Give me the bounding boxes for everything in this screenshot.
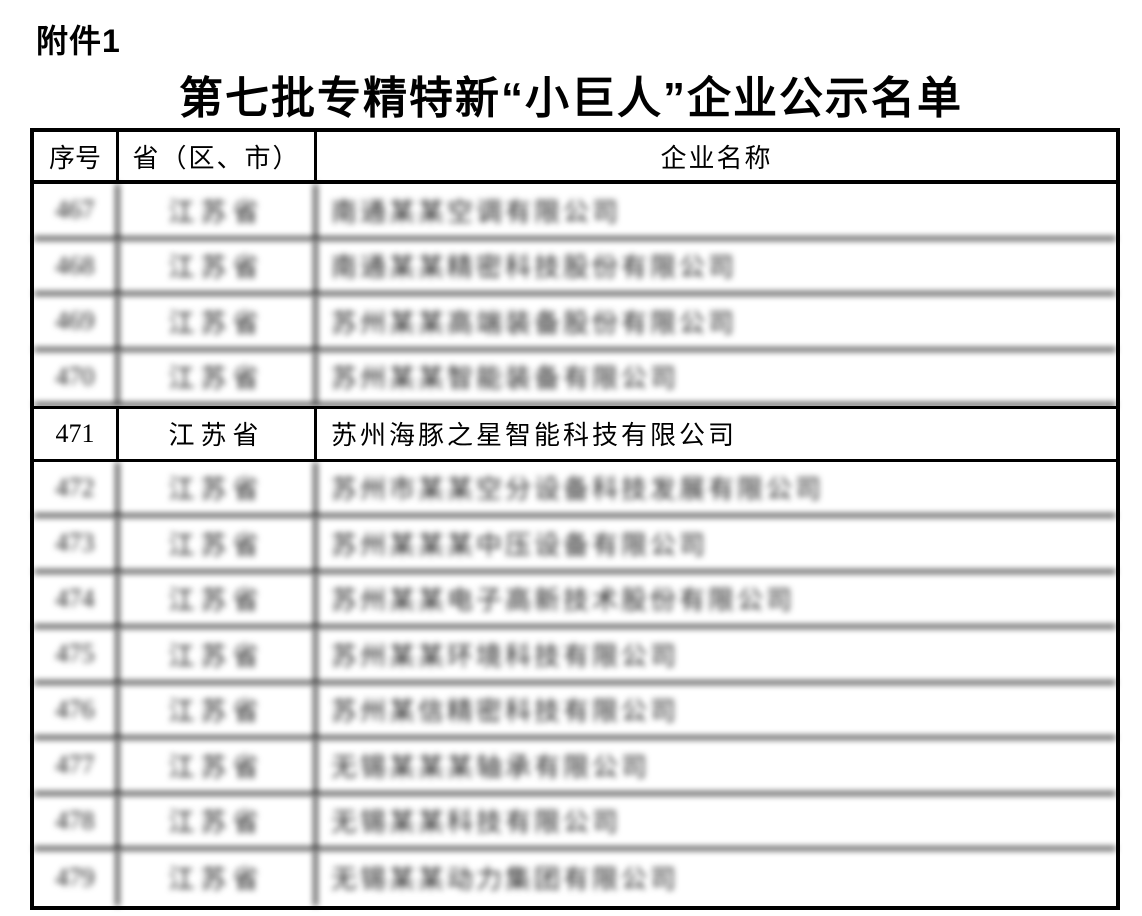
table-row: 473 江苏省 苏州某某某中压设备有限公司	[34, 517, 1116, 573]
cell-company: 无锡某某动力集团有限公司	[331, 865, 680, 895]
cell-province: 江苏省	[119, 409, 317, 459]
cell-serial: 473	[34, 517, 119, 570]
cell-company: 苏州某信精密科技有限公司	[331, 697, 680, 727]
cell-company: 苏州某某电子高新技术股份有限公司	[331, 586, 796, 616]
cell-serial: 477	[34, 739, 119, 792]
table-row: 474 江苏省 苏州某某电子高新技术股份有限公司	[34, 572, 1116, 628]
page-title: 第七批专精特新“小巨人”企业公示名单	[179, 74, 963, 123]
cell-company: 苏州某某智能装备有限公司	[331, 364, 680, 394]
header-cell-serial: 序号	[34, 132, 119, 180]
cell-company: 南通某某空调有限公司	[331, 197, 622, 227]
cell-company: 苏州海豚之星智能科技有限公司	[331, 421, 738, 451]
table-row: 468 江苏省 南通某某精密科技股份有限公司	[34, 239, 1116, 295]
cell-company: 苏州市某某空分设备科技发展有限公司	[331, 475, 825, 505]
cell-serial: 475	[34, 628, 119, 681]
table-row: 477 江苏省 无锡某某某轴承有限公司	[34, 739, 1116, 795]
cell-company: 无锡某某科技有限公司	[331, 808, 622, 838]
table-row: 471 江苏省 苏州海豚之星智能科技有限公司	[34, 406, 1116, 462]
cell-company: 苏州某某环境科技有限公司	[331, 641, 680, 671]
cell-serial: 469	[34, 295, 119, 348]
cell-province: 江苏省	[119, 239, 317, 292]
cell-province: 江苏省	[119, 184, 317, 237]
cell-province: 江苏省	[119, 739, 317, 792]
attachment-label: 附件1	[36, 23, 121, 59]
cell-province: 江苏省	[119, 295, 317, 348]
cell-company: 苏州某某高端装备股份有限公司	[331, 308, 738, 338]
cell-company: 苏州某某某中压设备有限公司	[331, 530, 709, 560]
cell-province: 江苏省	[119, 461, 317, 514]
table-row: 472 江苏省 苏州市某某空分设备科技发展有限公司	[34, 461, 1116, 517]
cell-serial: 468	[34, 239, 119, 292]
enterprise-table: 序号 省（区、市） 企业名称 467 江苏省 南通某某空调有限公司 468 江苏…	[30, 128, 1120, 910]
cell-serial: 476	[34, 683, 119, 736]
cell-serial: 474	[34, 572, 119, 625]
cell-company: 无锡某某某轴承有限公司	[331, 752, 651, 782]
table-row: 475 江苏省 苏州某某环境科技有限公司	[34, 628, 1116, 684]
cell-province: 江苏省	[119, 572, 317, 625]
cell-province: 江苏省	[119, 794, 317, 847]
header-cell-province: 省（区、市）	[119, 132, 317, 180]
cell-province: 江苏省	[119, 850, 317, 906]
table-row: 467 江苏省 南通某某空调有限公司	[34, 184, 1116, 240]
cell-serial: 467	[34, 184, 119, 237]
cell-company: 南通某某精密科技股份有限公司	[331, 253, 738, 283]
table-header-row: 序号 省（区、市） 企业名称	[34, 132, 1116, 184]
table-body: 467 江苏省 南通某某空调有限公司 468 江苏省 南通某某精密科技股份有限公…	[34, 184, 1116, 906]
table-row: 478 江苏省 无锡某某科技有限公司	[34, 794, 1116, 850]
table-row: 469 江苏省 苏州某某高端装备股份有限公司	[34, 295, 1116, 351]
cell-province: 江苏省	[119, 628, 317, 681]
cell-serial: 478	[34, 794, 119, 847]
cell-serial: 470	[34, 350, 119, 403]
cell-province: 江苏省	[119, 517, 317, 570]
table-row: 476 江苏省 苏州某信精密科技有限公司	[34, 683, 1116, 739]
header-cell-company: 企业名称	[660, 142, 773, 173]
table-row: 479 江苏省 无锡某某动力集团有限公司	[34, 850, 1116, 906]
cell-serial: 471	[34, 409, 119, 459]
cell-province: 江苏省	[119, 683, 317, 736]
cell-serial: 479	[34, 850, 119, 906]
cell-serial: 472	[34, 461, 119, 514]
cell-province: 江苏省	[119, 350, 317, 403]
table-row: 470 江苏省 苏州某某智能装备有限公司	[34, 350, 1116, 406]
